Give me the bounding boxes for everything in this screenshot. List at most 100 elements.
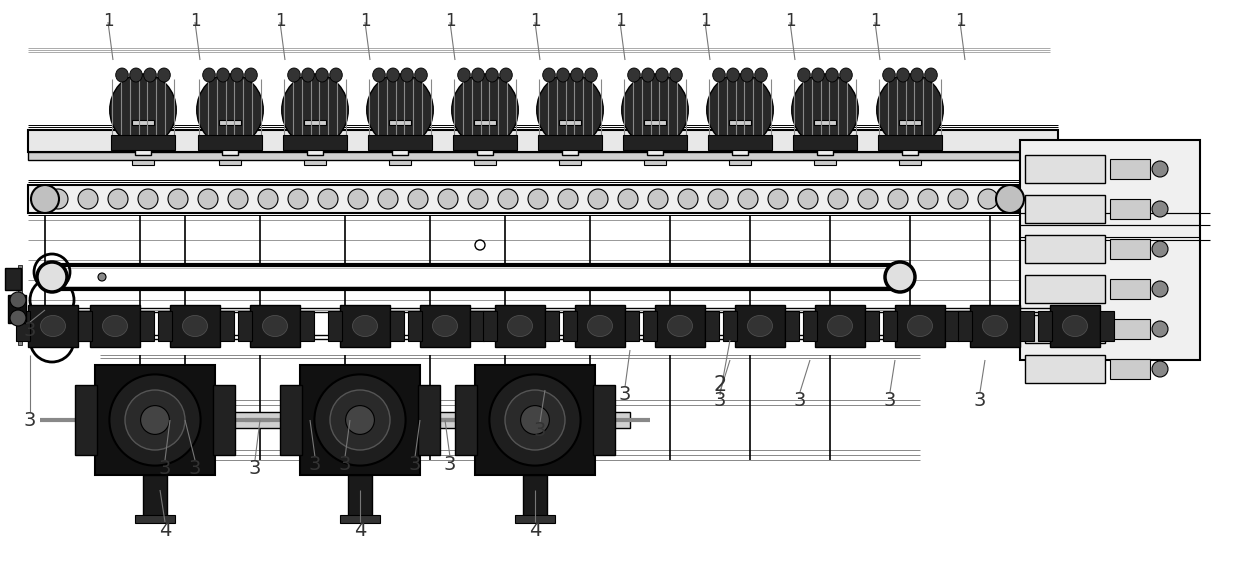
Ellipse shape: [827, 316, 853, 336]
Text: 3: 3: [619, 385, 631, 404]
Circle shape: [888, 189, 908, 209]
Bar: [895, 305, 945, 347]
Bar: [78, 311, 92, 341]
Bar: [1110, 199, 1149, 219]
Circle shape: [799, 189, 818, 209]
Circle shape: [996, 185, 1024, 213]
Bar: [625, 311, 639, 341]
Circle shape: [1152, 161, 1168, 177]
Ellipse shape: [41, 316, 66, 336]
Bar: [222, 130, 238, 155]
Bar: [622, 135, 687, 150]
Bar: [575, 305, 625, 347]
Bar: [593, 385, 615, 455]
Bar: [484, 311, 497, 341]
Bar: [408, 311, 422, 341]
Bar: [29, 305, 78, 347]
Bar: [647, 130, 663, 155]
Text: 3: 3: [533, 420, 546, 439]
Circle shape: [37, 262, 67, 292]
Text: 4: 4: [528, 521, 541, 540]
Bar: [340, 515, 379, 523]
Ellipse shape: [585, 68, 598, 82]
Bar: [729, 160, 751, 165]
Bar: [55, 268, 897, 286]
Text: 1: 1: [190, 12, 201, 30]
Bar: [135, 130, 151, 155]
Bar: [723, 311, 737, 341]
Bar: [157, 311, 172, 341]
Bar: [74, 385, 97, 455]
Bar: [1021, 311, 1034, 341]
Circle shape: [528, 189, 548, 209]
Text: 3: 3: [884, 391, 897, 410]
Ellipse shape: [908, 316, 932, 336]
Ellipse shape: [352, 316, 377, 336]
Bar: [1021, 140, 1200, 360]
Circle shape: [138, 189, 157, 209]
Text: 1: 1: [360, 12, 371, 30]
Bar: [878, 135, 942, 150]
Ellipse shape: [130, 68, 143, 82]
Text: 1: 1: [699, 12, 711, 30]
Bar: [78, 311, 92, 341]
Text: 3: 3: [973, 391, 986, 410]
Bar: [5, 268, 21, 290]
Bar: [1110, 319, 1149, 339]
Bar: [559, 160, 582, 165]
Bar: [470, 311, 484, 341]
Bar: [135, 515, 175, 523]
Bar: [170, 305, 219, 347]
Bar: [340, 305, 391, 347]
Circle shape: [918, 189, 937, 209]
Text: 3: 3: [309, 456, 321, 475]
Circle shape: [768, 189, 787, 209]
Circle shape: [558, 189, 578, 209]
Ellipse shape: [182, 316, 207, 336]
Ellipse shape: [330, 68, 342, 82]
Bar: [970, 305, 1021, 347]
Ellipse shape: [557, 68, 569, 82]
Circle shape: [315, 374, 405, 465]
Ellipse shape: [401, 68, 413, 82]
Bar: [945, 311, 959, 341]
Bar: [300, 311, 314, 341]
Bar: [813, 120, 836, 125]
Text: 3: 3: [794, 391, 806, 410]
Bar: [143, 475, 167, 520]
Bar: [475, 365, 595, 475]
Ellipse shape: [982, 316, 1007, 336]
Circle shape: [330, 390, 391, 450]
Ellipse shape: [670, 68, 682, 82]
Ellipse shape: [755, 68, 768, 82]
Bar: [1038, 311, 1052, 341]
Bar: [7, 295, 26, 323]
Bar: [1050, 305, 1100, 347]
Ellipse shape: [414, 68, 428, 82]
Bar: [16, 311, 30, 341]
Text: 4: 4: [353, 521, 366, 540]
Bar: [883, 311, 897, 341]
Text: 3: 3: [159, 458, 171, 478]
Bar: [219, 160, 241, 165]
Bar: [474, 160, 496, 165]
Ellipse shape: [373, 68, 386, 82]
Circle shape: [678, 189, 698, 209]
Bar: [29, 152, 1058, 160]
Bar: [959, 311, 972, 341]
Bar: [1110, 239, 1149, 259]
Bar: [546, 311, 559, 341]
Ellipse shape: [115, 68, 128, 82]
Bar: [198, 135, 262, 150]
Bar: [495, 305, 546, 347]
Bar: [1110, 279, 1149, 299]
Bar: [899, 120, 921, 125]
Text: 4: 4: [159, 521, 171, 540]
Ellipse shape: [656, 68, 668, 82]
Text: 1: 1: [103, 12, 113, 30]
Bar: [348, 475, 372, 520]
Bar: [329, 311, 342, 341]
Bar: [474, 120, 496, 125]
Ellipse shape: [387, 68, 399, 82]
Circle shape: [167, 189, 188, 209]
